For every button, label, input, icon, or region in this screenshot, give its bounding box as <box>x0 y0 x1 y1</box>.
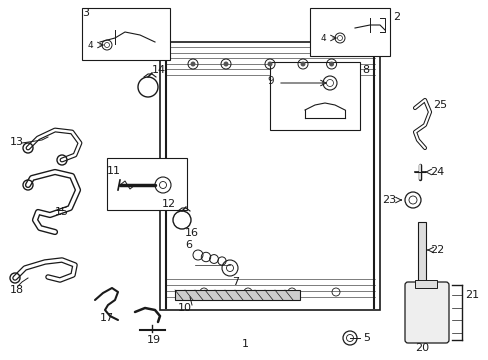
Text: 13: 13 <box>10 137 24 147</box>
Bar <box>163 277 376 307</box>
Text: 8: 8 <box>361 65 368 75</box>
Circle shape <box>190 62 195 67</box>
Text: 14: 14 <box>152 65 166 75</box>
Text: 5: 5 <box>362 333 369 343</box>
Bar <box>269 62 359 130</box>
Text: 7: 7 <box>231 277 239 287</box>
Text: 25: 25 <box>432 100 446 110</box>
Text: 19: 19 <box>147 335 161 345</box>
Text: 9: 9 <box>267 76 273 86</box>
Text: 11: 11 <box>107 166 121 176</box>
Text: 10: 10 <box>178 303 192 313</box>
Circle shape <box>223 62 228 67</box>
Text: 21: 21 <box>464 290 478 300</box>
Bar <box>417 222 425 287</box>
Circle shape <box>328 62 333 67</box>
Text: 1: 1 <box>241 339 248 349</box>
Bar <box>309 8 389 56</box>
Circle shape <box>300 62 305 67</box>
Bar <box>160 42 379 310</box>
Text: 2: 2 <box>392 12 399 22</box>
Text: 15: 15 <box>55 207 69 217</box>
Text: 12: 12 <box>162 199 176 209</box>
Text: 3: 3 <box>82 8 89 18</box>
Text: 6: 6 <box>184 240 192 250</box>
Bar <box>163 45 376 83</box>
Bar <box>175 290 299 300</box>
Bar <box>414 280 436 288</box>
Bar <box>107 158 186 210</box>
Text: 23: 23 <box>381 195 395 205</box>
FancyBboxPatch shape <box>404 282 448 343</box>
Text: 4: 4 <box>87 41 93 50</box>
Text: 24: 24 <box>429 167 443 177</box>
Text: 18: 18 <box>10 285 24 295</box>
Text: 17: 17 <box>100 313 114 323</box>
Text: 20: 20 <box>414 343 428 353</box>
Circle shape <box>267 62 272 67</box>
Bar <box>82 8 170 60</box>
Text: 22: 22 <box>429 245 443 255</box>
Text: 4: 4 <box>320 33 325 42</box>
Text: 16: 16 <box>184 228 199 238</box>
